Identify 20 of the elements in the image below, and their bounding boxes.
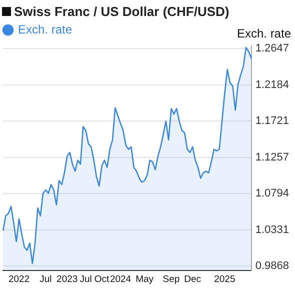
x-tick-label: Dec: [184, 274, 202, 285]
legend-label: Exch. rate: [18, 22, 72, 36]
x-tick-label: Jul: [80, 274, 92, 285]
y-tick-label: 1.2647: [255, 42, 290, 55]
x-tick-label: May: [136, 274, 154, 285]
x-tick-label: 2023: [56, 274, 78, 285]
chart-title: Swiss Franc / US Dollar (CHF/USD): [14, 4, 230, 18]
x-tick-label: 2025: [214, 274, 236, 285]
x-tick-label: Jul: [40, 274, 52, 285]
y-tick-label: 1.0331: [255, 224, 290, 236]
y-tick-label: 1.0794: [255, 188, 290, 200]
x-tick-label: Oct: [94, 274, 110, 285]
x-tick-label: 2024: [110, 274, 132, 285]
y-tick-label: 1.1257: [255, 151, 290, 164]
x-tick-label: 2022: [8, 274, 30, 285]
y-tick-label: 1.1721: [255, 115, 290, 128]
y-tick-label: 1.2184: [255, 78, 290, 91]
x-tick-label: Sep: [162, 274, 180, 285]
y-axis-title: Exch. rate: [236, 26, 292, 40]
y-tick-label: 0.9868: [255, 260, 290, 272]
